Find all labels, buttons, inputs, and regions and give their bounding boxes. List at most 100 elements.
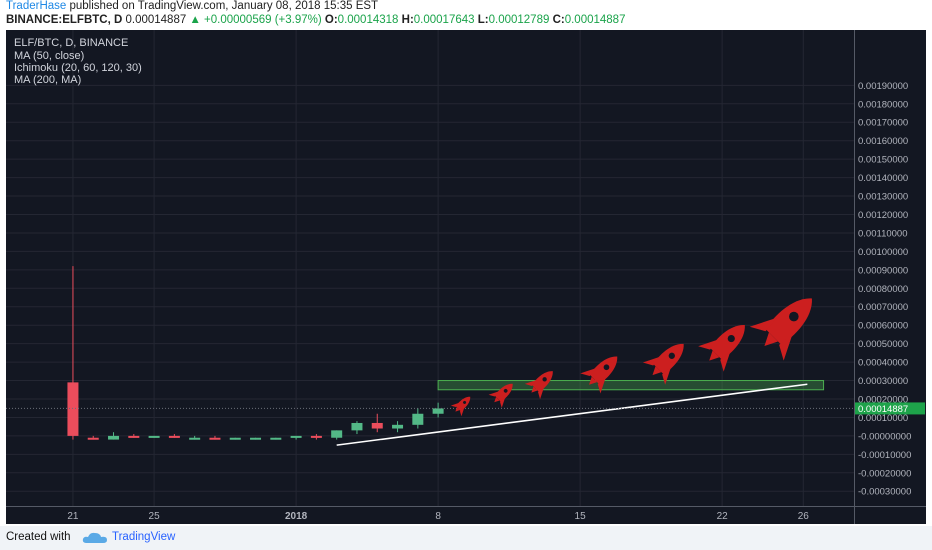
price-tick-label: -0.00020000 bbox=[858, 468, 911, 479]
rocket-part bbox=[463, 400, 467, 404]
candle-body bbox=[392, 424, 404, 429]
price-chart[interactable]: 0.00190000 0.00180000 0.00170000 0.00160000… bbox=[6, 30, 926, 524]
time-tick-label: 8 bbox=[435, 511, 441, 522]
candle-body bbox=[250, 437, 262, 440]
rocket-icon bbox=[450, 396, 471, 417]
rocket-part bbox=[450, 402, 460, 408]
rocket-part bbox=[698, 339, 719, 350]
close-value: 0.00014887 bbox=[564, 14, 626, 26]
rocket-icon bbox=[580, 356, 618, 394]
rocket-part bbox=[524, 379, 537, 386]
price-tick-label: 0.00100000 bbox=[858, 247, 908, 258]
candle-body bbox=[290, 435, 302, 438]
price-tick-label: 0.00190000 bbox=[858, 81, 908, 92]
candle-body bbox=[168, 435, 180, 438]
candle-body bbox=[331, 430, 343, 438]
legend-title: ELF/BTC, D, BINANCE bbox=[14, 37, 128, 49]
rocket-part bbox=[789, 311, 799, 322]
rocket-part bbox=[749, 317, 777, 332]
rocket-icon bbox=[642, 343, 684, 385]
price-tick-label: -0.00000000 bbox=[858, 431, 911, 442]
rocket-part bbox=[653, 343, 684, 375]
publish-line: TraderHase published on TradingView.com,… bbox=[6, 0, 378, 12]
symbol-label: BINANCE:ELFBTC, D bbox=[6, 14, 123, 26]
open-value: 0.00014318 bbox=[337, 14, 399, 26]
price-tick-label: -0.00030000 bbox=[858, 487, 911, 498]
legend-study: MA (50, close) bbox=[14, 50, 84, 62]
price-tick-label: 0.00060000 bbox=[858, 321, 908, 332]
candle-body bbox=[412, 413, 424, 425]
rocket-part bbox=[603, 364, 610, 371]
time-tick-label: 2018 bbox=[285, 511, 308, 522]
price-tick-label: 0.00140000 bbox=[858, 173, 908, 184]
candle-body bbox=[209, 437, 221, 440]
candle-body bbox=[310, 435, 322, 438]
low-value: 0.00012789 bbox=[488, 14, 550, 26]
rocket-part bbox=[727, 334, 735, 343]
candle-body bbox=[270, 437, 282, 440]
price-tick-label: 0.00030000 bbox=[858, 376, 908, 387]
price-tick-label: 0.00110000 bbox=[858, 228, 908, 239]
price-tick-label: 0.00170000 bbox=[858, 118, 908, 129]
rocket-part bbox=[668, 352, 675, 359]
rocket-part bbox=[710, 324, 745, 360]
trendline bbox=[336, 383, 808, 446]
rocket-part bbox=[779, 333, 793, 361]
chart-panel[interactable]: 0.00190000 0.00180000 0.00170000 0.00160000… bbox=[6, 30, 926, 524]
rocket-part bbox=[538, 386, 545, 400]
rocket-part bbox=[720, 351, 731, 372]
price-tick-label: 0.00120000 bbox=[858, 210, 908, 221]
price-tick-label: 0.00160000 bbox=[858, 136, 908, 147]
time-tick-label: 26 bbox=[798, 511, 810, 522]
low-label: L: bbox=[477, 14, 489, 26]
candle-body bbox=[351, 422, 363, 431]
price-tick-label: 0.00010000 bbox=[858, 413, 908, 424]
rocket-part bbox=[765, 298, 812, 345]
rocket-part bbox=[542, 377, 547, 382]
price-tick-label: 0.00150000 bbox=[858, 155, 908, 166]
rocket-part bbox=[503, 388, 508, 393]
legend-study: Ichimoku (20, 60, 120, 30) bbox=[14, 62, 142, 74]
open-label: O: bbox=[324, 14, 338, 26]
candle-body bbox=[128, 435, 140, 438]
price-tick-label: 0.00090000 bbox=[858, 265, 908, 276]
price-tick-label: 0.00050000 bbox=[858, 339, 908, 350]
rocket-icon bbox=[488, 383, 513, 408]
rocket-part bbox=[597, 377, 606, 394]
rocket-part bbox=[580, 367, 597, 377]
rocket-part bbox=[459, 407, 465, 417]
candle-body bbox=[189, 437, 201, 440]
rocket-part bbox=[455, 396, 471, 412]
legend-study: MA (200, MA) bbox=[14, 74, 81, 86]
tradingview-logo-icon bbox=[82, 532, 107, 543]
candle-body bbox=[432, 408, 444, 414]
created-with-text: Created with bbox=[6, 531, 71, 543]
last-price-tag bbox=[855, 402, 925, 415]
time-tick-label: 15 bbox=[575, 511, 587, 522]
chart-header: TraderHase published on TradingView.com,… bbox=[6, 0, 926, 30]
time-tick-label: 25 bbox=[149, 511, 161, 522]
time-tick-label: 21 bbox=[67, 511, 79, 522]
rocket-part bbox=[488, 391, 500, 397]
last-price-tag-label: 0.00014887 bbox=[858, 404, 908, 415]
candle-body bbox=[371, 422, 383, 429]
rocket-icon bbox=[749, 298, 812, 361]
last-price: 0.00014887 bbox=[125, 14, 187, 26]
rocket-part bbox=[642, 356, 661, 366]
tradingview-brand-link[interactable]: TradingView bbox=[112, 531, 176, 543]
rocket-part bbox=[531, 371, 553, 393]
price-tick-label: 0.00020000 bbox=[858, 394, 908, 405]
candle-body bbox=[108, 435, 120, 440]
price-change: ▲ +0.00000569 (+3.97%) bbox=[189, 14, 322, 26]
published-text: published on TradingView.com, January 08… bbox=[69, 0, 379, 12]
rocket-part bbox=[589, 356, 618, 385]
candle-body bbox=[148, 435, 160, 438]
price-tick-label: -0.00010000 bbox=[858, 450, 911, 461]
high-value: 0.00017643 bbox=[413, 14, 475, 26]
candle-body bbox=[87, 437, 99, 440]
price-tick-label: 0.00040000 bbox=[858, 358, 908, 369]
rocket-part bbox=[455, 407, 460, 412]
close-label: C: bbox=[552, 14, 565, 26]
author-link[interactable]: TraderHase bbox=[6, 0, 67, 12]
time-tick-label: 22 bbox=[717, 511, 729, 522]
